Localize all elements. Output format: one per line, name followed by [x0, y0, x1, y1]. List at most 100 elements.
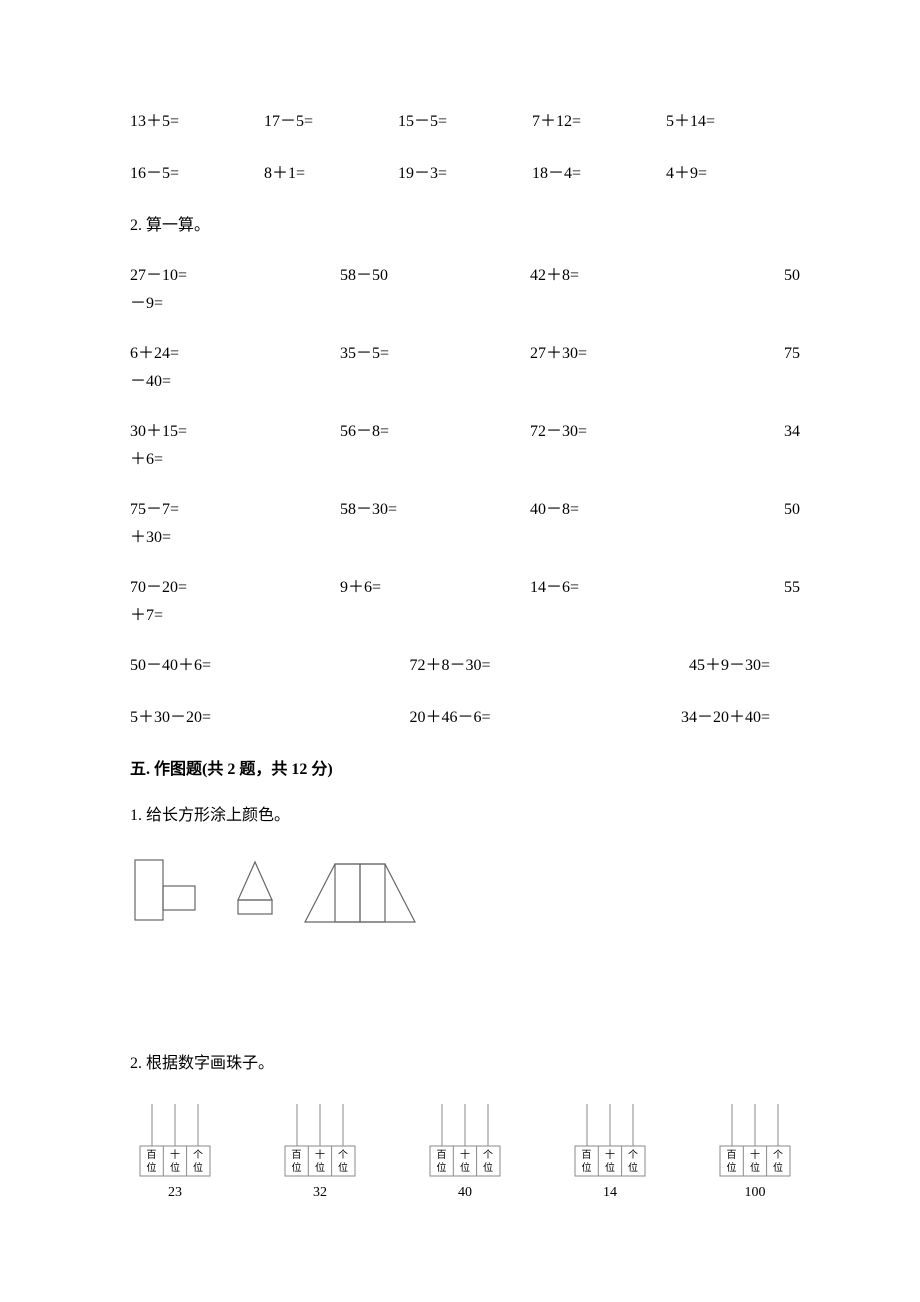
- abacus-number: 40: [458, 1182, 472, 1203]
- svg-text:个: 个: [193, 1149, 203, 1161]
- calc-row: 75－7=58－30=40－8=50: [130, 498, 800, 522]
- abacus-item: 百十个位位位40: [420, 1100, 510, 1203]
- calc-row: 30＋15=56－8=72－30=34: [130, 420, 800, 444]
- svg-text:位: 位: [147, 1161, 157, 1174]
- page: 13＋5= 17－5= 15－5= 7＋12= 5＋14= 16－5= 8＋1=…: [0, 0, 920, 1302]
- svg-text:位: 位: [437, 1161, 447, 1174]
- abacus-number: 100: [745, 1182, 766, 1203]
- section-5-heading: 五. 作图题(共 2 题，共 12 分): [130, 758, 800, 782]
- svg-text:位: 位: [773, 1161, 783, 1174]
- abacus-item: 百十个位位位23: [130, 1100, 220, 1203]
- expr: 45＋9－30=: [557, 654, 800, 678]
- abacus-number: 14: [603, 1182, 617, 1203]
- svg-text:位: 位: [292, 1161, 302, 1174]
- svg-text:百: 百: [437, 1149, 447, 1161]
- svg-text:位: 位: [170, 1161, 180, 1174]
- svg-text:位: 位: [315, 1161, 325, 1174]
- expr: 75－7=: [130, 498, 340, 522]
- expr: 9＋6=: [340, 576, 530, 600]
- svg-text:百: 百: [147, 1149, 157, 1161]
- calc-block: 27－10=58－5042＋8=50－9=6＋24=35－5=27＋30=75－…: [130, 264, 800, 628]
- expr: 72－30=: [530, 420, 720, 444]
- svg-text:位: 位: [483, 1161, 493, 1174]
- svg-text:位: 位: [605, 1161, 615, 1174]
- abacus-icon: 百十个位位位: [565, 1100, 655, 1180]
- tri-row-2: 5＋30－20= 20＋46－6= 34－20＋40=: [130, 706, 800, 730]
- shapes-figure: [130, 852, 430, 942]
- expr: 72＋8－30=: [343, 654, 556, 678]
- expr: 42＋8=: [530, 264, 720, 288]
- section-2-label: 2. 算一算。: [130, 214, 800, 238]
- expr: 16－5=: [130, 162, 264, 186]
- expr-continuation: ＋7=: [130, 604, 800, 628]
- expr: 35－5=: [340, 342, 530, 366]
- expr-continuation: －40=: [130, 370, 800, 394]
- abacus-item: 百十个位位位14: [565, 1100, 655, 1203]
- q2-label: 2. 根据数字画珠子。: [130, 1052, 800, 1076]
- expr: 30＋15=: [130, 420, 340, 444]
- svg-text:百: 百: [582, 1149, 592, 1161]
- svg-text:位: 位: [193, 1161, 203, 1174]
- svg-text:十: 十: [460, 1148, 470, 1161]
- q1-label: 1. 给长方形涂上颜色。: [130, 804, 800, 828]
- svg-text:百: 百: [727, 1149, 737, 1161]
- svg-text:个: 个: [338, 1149, 348, 1161]
- expr: 75: [720, 342, 800, 366]
- expr: 40－8=: [530, 498, 720, 522]
- svg-text:位: 位: [727, 1161, 737, 1174]
- expr: 34: [720, 420, 800, 444]
- svg-text:个: 个: [483, 1149, 493, 1161]
- svg-text:十: 十: [750, 1148, 760, 1161]
- expr: 58－30=: [340, 498, 530, 522]
- expr: 19－3=: [398, 162, 532, 186]
- expr: 56－8=: [340, 420, 530, 444]
- svg-text:个: 个: [628, 1149, 638, 1161]
- tri-row-1: 50－40＋6= 72＋8－30= 45＋9－30=: [130, 654, 800, 678]
- expr-continuation: ＋30=: [130, 526, 800, 550]
- svg-text:位: 位: [582, 1161, 592, 1174]
- calc-row: 27－10=58－5042＋8=50: [130, 264, 800, 288]
- abacus-number: 23: [168, 1182, 182, 1203]
- expr: 18－4=: [532, 162, 666, 186]
- expr: 8＋1=: [264, 162, 398, 186]
- expr-continuation: ＋6=: [130, 448, 800, 472]
- abacus-row: 百十个位位位23百十个位位位32百十个位位位40百十个位位位14百十个位位位10…: [130, 1100, 800, 1203]
- calc-row: 6＋24=35－5=27＋30=75: [130, 342, 800, 366]
- abacus-icon: 百十个位位位: [275, 1100, 365, 1180]
- svg-text:位: 位: [628, 1161, 638, 1174]
- expr: 13＋5=: [130, 110, 264, 134]
- abacus-number: 32: [313, 1182, 327, 1203]
- svg-text:十: 十: [170, 1148, 180, 1161]
- abacus-icon: 百十个位位位: [420, 1100, 510, 1180]
- expr: 34－20＋40=: [557, 706, 800, 730]
- expr: 27＋30=: [530, 342, 720, 366]
- svg-text:十: 十: [605, 1148, 615, 1161]
- svg-text:位: 位: [338, 1161, 348, 1174]
- expr: 5＋30－20=: [130, 706, 343, 730]
- expr: 20＋46－6=: [343, 706, 556, 730]
- expr: 17－5=: [264, 110, 398, 134]
- expr: 4＋9=: [666, 162, 800, 186]
- expr: 70－20=: [130, 576, 340, 600]
- svg-text:百: 百: [292, 1149, 302, 1161]
- calc-row: 70－20=9＋6=14－6=55: [130, 576, 800, 600]
- math-row-1: 13＋5= 17－5= 15－5= 7＋12= 5＋14=: [130, 110, 800, 134]
- expr: 6＋24=: [130, 342, 340, 366]
- abacus-icon: 百十个位位位: [130, 1100, 220, 1180]
- expr: 50－40＋6=: [130, 654, 343, 678]
- abacus-item: 百十个位位位100: [710, 1100, 800, 1203]
- expr: 58－50: [340, 264, 530, 288]
- expr: 5＋14=: [666, 110, 800, 134]
- svg-text:位: 位: [750, 1161, 760, 1174]
- expr: 14－6=: [530, 576, 720, 600]
- expr: 15－5=: [398, 110, 532, 134]
- svg-text:位: 位: [460, 1161, 470, 1174]
- expr-continuation: －9=: [130, 292, 800, 316]
- spacer: [130, 942, 800, 1052]
- abacus-item: 百十个位位位32: [275, 1100, 365, 1203]
- expr: 55: [720, 576, 800, 600]
- abacus-icon: 百十个位位位: [710, 1100, 800, 1180]
- expr: 50: [720, 498, 800, 522]
- svg-text:十: 十: [315, 1148, 325, 1161]
- svg-text:个: 个: [773, 1149, 783, 1161]
